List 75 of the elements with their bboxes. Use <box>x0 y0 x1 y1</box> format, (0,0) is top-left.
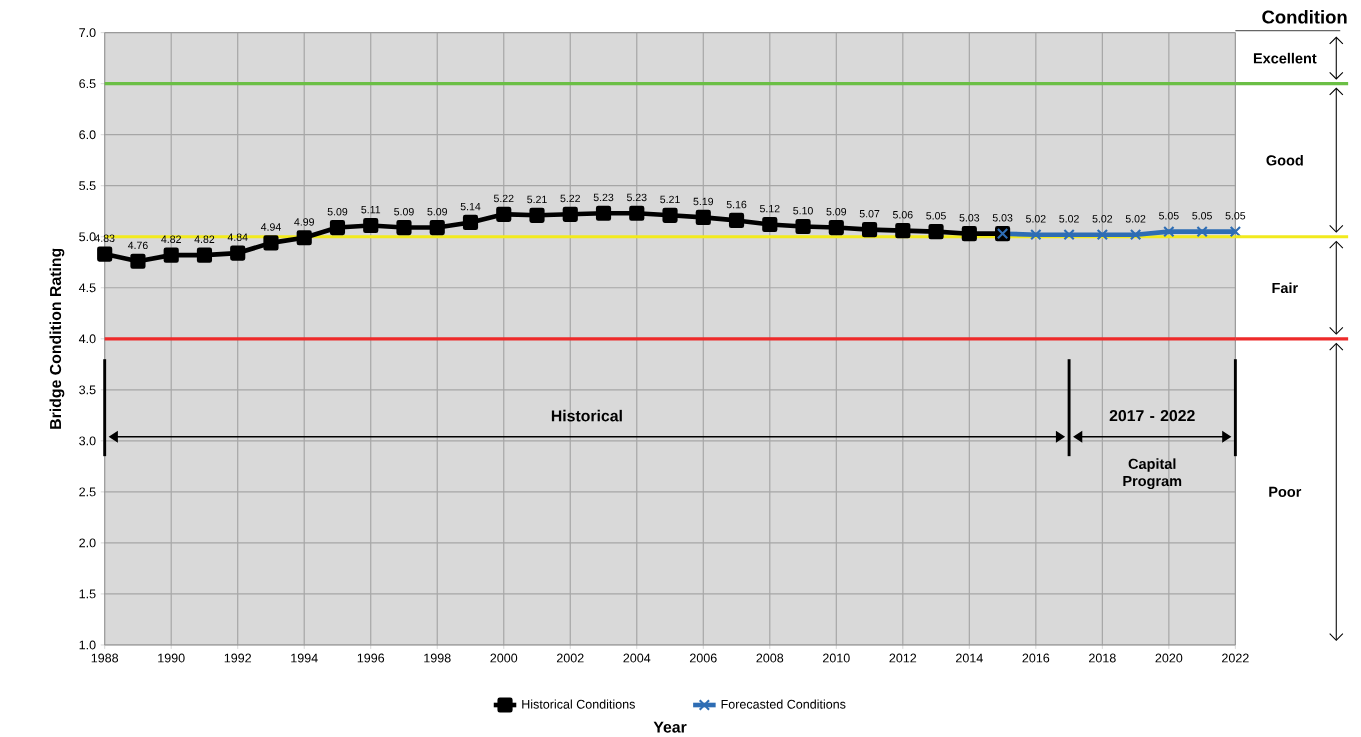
data-label: 5.05 <box>926 212 946 220</box>
y-tick-label: 6.0 <box>79 130 96 140</box>
data-label: 5.22 <box>493 194 514 203</box>
y-tick-label: 5.5 <box>79 181 96 191</box>
data-label: 5.12 <box>759 204 780 213</box>
data-label: 5.14 <box>460 202 481 211</box>
text: Poor <box>1269 486 1302 497</box>
text: Fair <box>1272 282 1298 294</box>
y-tick-label: 5.0 <box>79 232 96 242</box>
data-label: 4.76 <box>127 241 148 250</box>
y-tick-label: 4.0 <box>78 334 96 344</box>
text: Condition <box>1262 9 1347 24</box>
legend-label: Historical Conditions <box>522 699 635 709</box>
data-label: 4.94 <box>260 223 281 231</box>
y-tick-label: 2.0 <box>79 538 96 548</box>
x-tick-label: 2020 <box>1155 653 1183 663</box>
legend-label: Forecasted Conditions <box>721 699 846 709</box>
y-tick-label: 3.5 <box>79 385 96 395</box>
data-label: 5.05 <box>1159 212 1179 220</box>
x-tick-label: 2018 <box>1089 653 1116 663</box>
x-tick-label: 2004 <box>623 653 651 663</box>
x-tick-label: 2022 <box>1222 653 1249 663</box>
data-label: 5.02 <box>1059 215 1079 223</box>
x-tick-label: 1992 <box>224 653 252 663</box>
annotation: Historical <box>551 409 622 422</box>
y-tick-label: 1.5 <box>79 589 96 599</box>
data-label: 5.03 <box>959 214 980 222</box>
data-label: 4.83 <box>94 234 115 242</box>
x-tick-label: 1994 <box>291 653 318 663</box>
data-label: 5.09 <box>826 207 847 216</box>
x-tick-label: 2000 <box>490 653 518 663</box>
data-label: 5.21 <box>527 195 547 204</box>
x-tick-label: 2010 <box>822 653 850 663</box>
y-tick-label: 7.0 <box>79 28 96 38</box>
data-label: 5.03 <box>992 214 1013 222</box>
y-tick-label: 3.0 <box>79 436 96 446</box>
data-label: 5.09 <box>394 207 414 216</box>
x-tick-label: 2008 <box>756 653 784 663</box>
data-label: 5.23 <box>626 193 647 202</box>
data-label: 5.05 <box>1225 212 1246 220</box>
data-label: 5.11 <box>361 205 381 214</box>
y-tick-label: 6.5 <box>79 79 96 89</box>
data-label: 5.05 <box>1192 212 1212 220</box>
x-axis-title: Year <box>653 721 687 733</box>
data-label: 5.09 <box>427 207 447 216</box>
y-axis-title: Bridge Condition Rating <box>49 248 65 429</box>
x-tick-label: 2012 <box>889 653 917 663</box>
data-label: 5.02 <box>1092 215 1113 223</box>
x-tick-label: 1998 <box>424 653 451 663</box>
data-label: 5.22 <box>560 194 580 203</box>
annotation: Capital Program <box>1123 458 1182 490</box>
data-label: 5.07 <box>859 209 880 218</box>
y-tick-label: 2.5 <box>79 487 96 497</box>
y-tick-label: 1.0 <box>79 640 96 650</box>
y-tick-label: 4.5 <box>78 283 96 293</box>
text: Excellent <box>1253 52 1317 64</box>
data-label: 5.10 <box>793 206 813 215</box>
x-tick-label: 1996 <box>357 653 385 663</box>
x-tick-label: 1988 <box>91 653 119 663</box>
data-label: 5.19 <box>693 197 714 206</box>
data-label: 5.21 <box>660 195 680 204</box>
x-tick-label: 2014 <box>956 653 983 663</box>
data-label: 5.23 <box>593 193 614 202</box>
x-tick-label: 2006 <box>689 653 717 663</box>
x-tick-label: 1990 <box>158 653 185 663</box>
x-tick-label: 2016 <box>1022 653 1050 663</box>
data-label: 5.02 <box>1125 215 1146 223</box>
annotation: 2017 - 2022 <box>1109 410 1195 422</box>
data-label: 5.02 <box>1025 215 1046 223</box>
data-label: 5.09 <box>327 207 348 216</box>
data-label: 5.06 <box>892 210 913 219</box>
x-tick-label: 2002 <box>556 653 584 663</box>
text: Good <box>1266 154 1303 166</box>
data-label: 5.16 <box>726 200 747 209</box>
data-label: 4.99 <box>294 218 314 226</box>
